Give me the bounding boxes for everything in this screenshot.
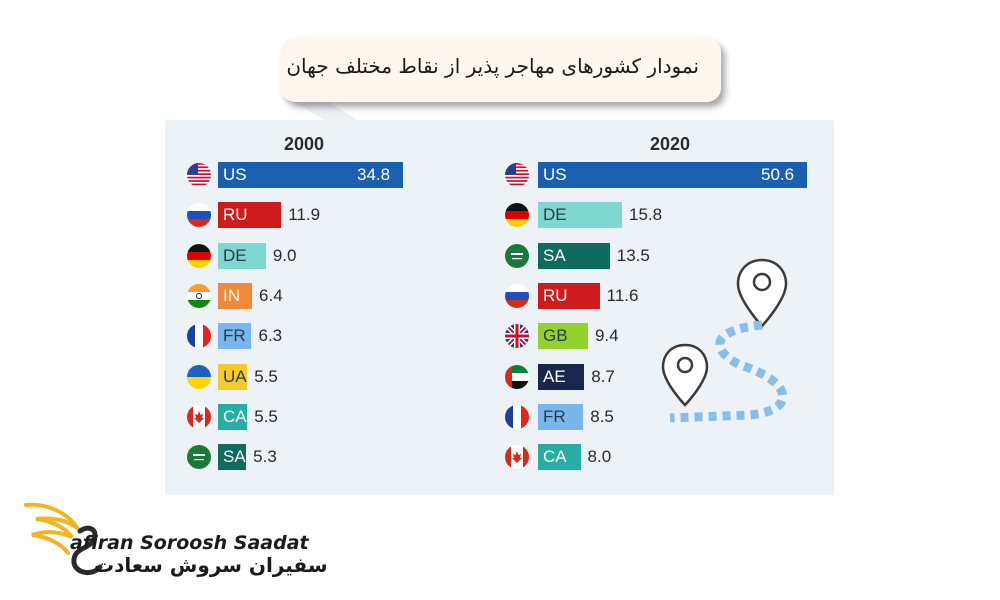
value-label: 11.6: [606, 285, 639, 305]
bar-2020-ae: [538, 363, 585, 390]
bar-2020-us: [538, 162, 807, 188]
category-label: RU: [223, 205, 248, 225]
flag-de-icon: [187, 243, 211, 268]
brand-name-persian: سفیران سروش سعادت: [94, 553, 328, 577]
category-label: CA: [223, 406, 247, 426]
flag-ua-icon: [187, 364, 211, 389]
category-label: FR: [543, 406, 566, 426]
value-label: 6.3: [258, 326, 283, 346]
bar-2000-fr: [218, 323, 252, 350]
brand-name-english: afiran Soroosh Saadat: [70, 532, 309, 554]
category-label: AE: [543, 366, 566, 386]
title-box: نمودار کشورهای مهاجر پذیر از نقاط مختلف …: [281, 38, 721, 102]
flag-ca-icon: [187, 404, 211, 429]
flag-us-icon: [187, 163, 211, 187]
value-label: 11.9: [288, 205, 321, 225]
value-label: 50.6: [761, 165, 795, 184]
value-label: 13.5: [616, 245, 650, 265]
flag-fr-icon: [187, 324, 211, 349]
chart-title: نمودار کشورهای مهاجر پذیر از نقاط مختلف …: [286, 54, 699, 78]
value-label: 34.8: [357, 165, 391, 184]
map-pin-icon: [661, 343, 709, 407]
bar-2000-sa: [218, 444, 247, 471]
flag-in-icon: [187, 283, 211, 308]
flag-sa-icon: [505, 243, 529, 268]
value-label: 15.8: [628, 205, 663, 225]
flag-ca-icon: [505, 445, 529, 470]
bar-2000-de: [218, 242, 266, 269]
category-label: CA: [543, 447, 567, 467]
bar-2000-ca: [218, 403, 248, 430]
category-label: UA: [223, 366, 247, 386]
column-title-2000: 2000: [284, 134, 325, 154]
value-label: 9.4: [594, 326, 619, 346]
category-label: RU: [543, 285, 568, 305]
bar-2020-sa: [538, 242, 610, 269]
bar-2000-in: [218, 282, 253, 309]
category-label: GB: [543, 326, 568, 346]
column-title-2020: 2020: [650, 134, 691, 154]
bar-2020-fr: [538, 403, 584, 430]
category-label: DE: [543, 205, 567, 225]
map-pin-icon: [736, 258, 788, 328]
flag-ru-icon: [187, 203, 211, 228]
map-route-illustration: [661, 258, 788, 423]
flag-gb-icon: [505, 324, 529, 349]
category-label: DE: [223, 245, 247, 265]
value-label: 5.3: [253, 447, 277, 467]
golden-swan-wings-icon: [24, 502, 103, 576]
bar-2020-ru: [538, 282, 600, 309]
category-label: US: [223, 165, 247, 184]
value-label: 8.7: [591, 366, 615, 386]
category-label: SA: [223, 447, 246, 467]
value-label: 9.0: [272, 245, 297, 265]
flag-fr-icon: [505, 404, 529, 429]
value-label: 5.5: [254, 406, 278, 426]
category-label: SA: [543, 245, 566, 265]
category-label: FR: [223, 326, 246, 346]
brand-logo: [24, 502, 103, 576]
value-label: 8.0: [587, 447, 612, 467]
bar-2020-de: [538, 202, 622, 229]
flag-us-icon: [505, 163, 529, 187]
value-label: 8.5: [590, 406, 614, 426]
category-label: IN: [223, 285, 240, 305]
value-label: 5.5: [254, 366, 278, 386]
flag-de-icon: [505, 203, 529, 228]
bar-2000-ua: [218, 363, 248, 390]
bar-2020-ca: [538, 444, 581, 471]
bar-2000-ru: [218, 202, 282, 229]
bar-2000-us: [218, 162, 403, 188]
flag-ae-icon: [505, 364, 529, 389]
flag-ru-icon: [505, 283, 529, 308]
category-label: US: [543, 165, 567, 184]
value-label: 6.4: [259, 285, 283, 305]
flag-sa-icon: [187, 445, 211, 470]
bar-2020-gb: [538, 323, 588, 350]
